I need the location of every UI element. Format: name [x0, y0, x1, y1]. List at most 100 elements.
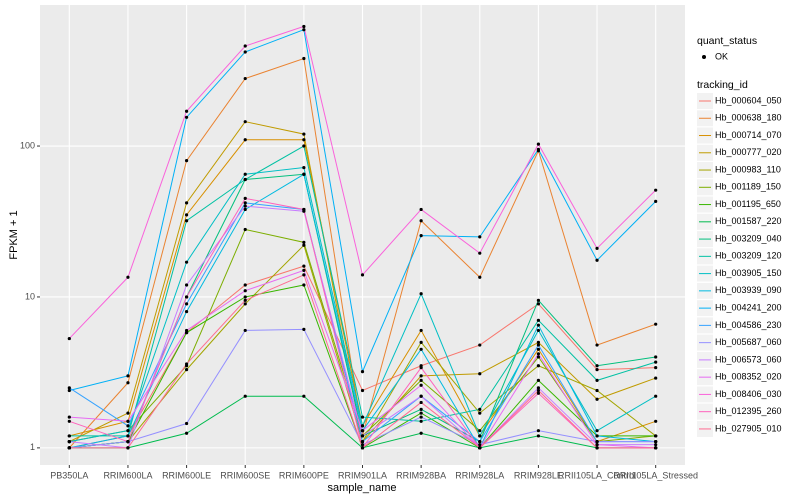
- point: [536, 429, 541, 433]
- legend-label: Hb_000604_050: [715, 95, 782, 105]
- point: [126, 411, 130, 415]
- point: [184, 421, 189, 426]
- x-tick-label: RRIM928LE: [514, 470, 563, 480]
- point: [302, 28, 306, 32]
- point: [302, 327, 306, 331]
- point: [243, 207, 247, 212]
- point: [126, 429, 130, 433]
- point: [67, 388, 71, 393]
- point: [654, 188, 658, 192]
- legend-label: Hb_003905_150: [715, 268, 782, 278]
- point: [478, 251, 482, 255]
- point: [536, 340, 541, 344]
- point: [126, 424, 130, 428]
- point: [184, 159, 189, 163]
- point: [126, 446, 130, 450]
- point: [536, 328, 541, 333]
- legend-label: Hb_008406_030: [715, 389, 782, 399]
- point: [126, 419, 130, 423]
- point: [360, 429, 365, 433]
- point: [419, 415, 423, 419]
- point: [419, 383, 423, 387]
- point: [595, 246, 599, 250]
- x-tick-label: RRIM600LE: [162, 470, 211, 480]
- point: [126, 381, 130, 385]
- y-axis-title: FPKM + 1: [8, 210, 20, 259]
- point: [243, 50, 247, 54]
- point: [302, 138, 306, 142]
- point: [654, 366, 658, 370]
- point: [184, 295, 189, 299]
- points: [67, 24, 658, 450]
- point: [478, 372, 482, 376]
- x-axis-title: sample_name: [327, 482, 396, 494]
- point: [654, 376, 658, 380]
- point: [654, 434, 658, 438]
- point: [243, 138, 247, 142]
- point: [536, 318, 541, 322]
- point: [419, 394, 423, 398]
- point: [302, 268, 306, 272]
- point: [536, 434, 541, 438]
- point: [419, 400, 423, 405]
- point: [184, 213, 189, 217]
- point: [184, 431, 189, 435]
- point: [302, 394, 306, 398]
- point: [184, 309, 189, 314]
- point: [243, 172, 247, 176]
- point: [302, 132, 306, 136]
- point: [184, 368, 189, 372]
- point: [126, 440, 130, 444]
- legend-label: Hb_027905_010: [715, 423, 782, 433]
- point: [67, 386, 71, 390]
- point: [536, 388, 541, 393]
- legend-symbol: [702, 55, 706, 59]
- point: [654, 419, 658, 423]
- point: [302, 283, 306, 287]
- point: [595, 258, 599, 262]
- point: [478, 343, 482, 347]
- point: [360, 434, 365, 438]
- point: [595, 388, 599, 393]
- point: [478, 411, 482, 415]
- point: [243, 196, 247, 200]
- point: [654, 199, 658, 203]
- point: [654, 446, 658, 450]
- x-tick-label: RRIM928LA: [455, 470, 504, 480]
- point: [654, 355, 658, 359]
- legend-label: Hb_012395_260: [715, 406, 782, 416]
- point: [243, 328, 247, 333]
- point: [360, 446, 365, 450]
- point: [536, 147, 541, 151]
- point: [360, 273, 365, 277]
- point: [654, 443, 658, 447]
- point: [478, 429, 482, 433]
- point: [243, 120, 247, 124]
- legend-label: Hb_001189_150: [715, 182, 781, 192]
- point: [67, 446, 71, 450]
- point: [536, 347, 541, 351]
- point: [302, 144, 306, 148]
- point: [360, 415, 365, 419]
- legend-label: Hb_000714_070: [715, 130, 782, 140]
- point: [478, 275, 482, 279]
- point: [302, 56, 306, 61]
- point: [654, 360, 658, 364]
- point: [302, 264, 306, 268]
- y-tick-label: 100: [20, 140, 35, 150]
- point: [243, 44, 247, 48]
- legend-label: OK: [715, 51, 728, 61]
- point: [184, 109, 189, 113]
- x-tick-label: RRIM600SE: [220, 470, 270, 480]
- point: [243, 289, 247, 293]
- point: [302, 24, 306, 29]
- point: [302, 273, 306, 277]
- x-tick-label: RRII105LA_Control: [558, 470, 636, 480]
- point: [126, 434, 130, 438]
- point: [67, 415, 71, 419]
- legend-label: Hb_000638_180: [715, 113, 782, 123]
- legend-label: Hb_004586_230: [715, 320, 782, 330]
- point: [243, 394, 247, 398]
- point: [536, 302, 541, 306]
- point: [184, 201, 189, 205]
